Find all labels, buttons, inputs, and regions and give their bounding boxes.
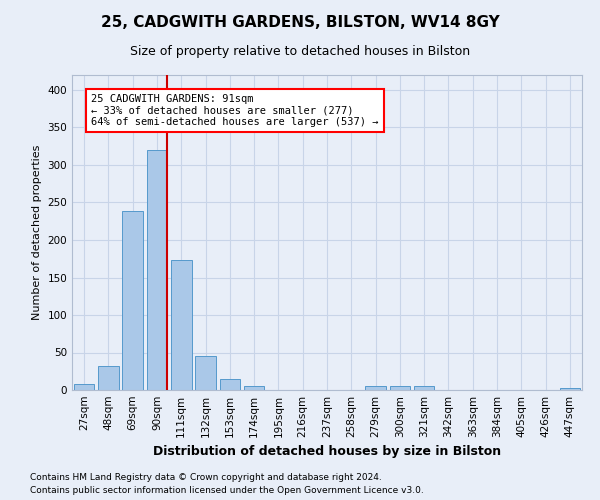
Text: Contains public sector information licensed under the Open Government Licence v3: Contains public sector information licen… [30, 486, 424, 495]
Bar [560, 388, 580, 390]
Y-axis label: Number of detached properties: Number of detached properties [32, 145, 42, 320]
Bar [74, 384, 94, 390]
Text: 25, CADGWITH GARDENS, BILSTON, WV14 8GY: 25, CADGWITH GARDENS, BILSTON, WV14 8GY [101, 15, 499, 30]
Bar [220, 379, 240, 390]
Bar [244, 386, 265, 390]
Bar [122, 212, 143, 390]
Bar [365, 386, 386, 390]
X-axis label: Distribution of detached houses by size in Bilston: Distribution of detached houses by size … [153, 446, 501, 458]
Text: Size of property relative to detached houses in Bilston: Size of property relative to detached ho… [130, 45, 470, 58]
Bar [146, 150, 167, 390]
Bar [389, 386, 410, 390]
Text: Contains HM Land Registry data © Crown copyright and database right 2024.: Contains HM Land Registry data © Crown c… [30, 474, 382, 482]
Bar [171, 260, 191, 390]
Bar [414, 386, 434, 390]
Bar [195, 356, 216, 390]
Bar [98, 366, 119, 390]
Text: 25 CADGWITH GARDENS: 91sqm
← 33% of detached houses are smaller (277)
64% of sem: 25 CADGWITH GARDENS: 91sqm ← 33% of deta… [91, 94, 379, 127]
